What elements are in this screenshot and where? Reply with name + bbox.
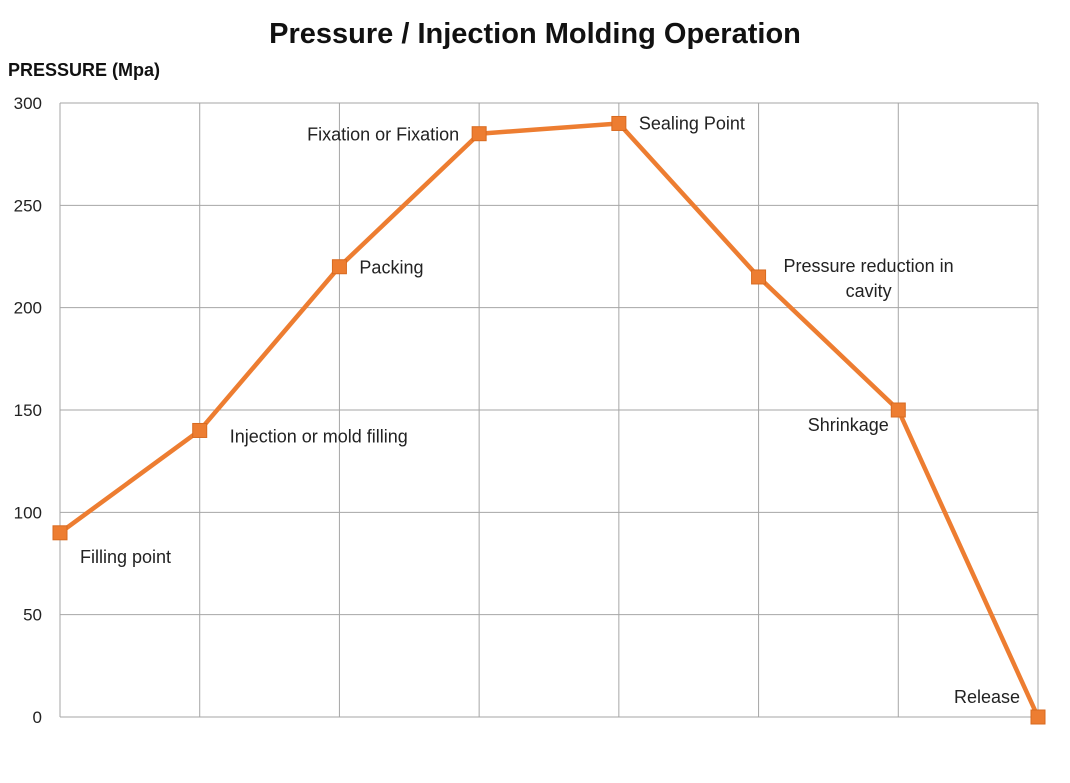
data-point-marker <box>751 269 767 285</box>
data-point-label: Sealing Point <box>639 113 745 133</box>
y-tick-label: 250 <box>14 196 42 215</box>
y-axis-label: PRESSURE (Mpa) <box>8 60 161 80</box>
series-line <box>58 121 1041 718</box>
y-tick-label: 200 <box>14 299 42 318</box>
data-point-marker <box>1030 709 1046 725</box>
y-tick-label: 150 <box>14 401 42 420</box>
chart-title: Pressure / Injection Molding Operation <box>269 18 801 50</box>
data-point-marker <box>890 402 906 418</box>
data-point-label: Fixation or Fixation <box>307 125 459 145</box>
data-point-marker <box>192 422 208 438</box>
data-point-marker <box>52 525 68 541</box>
data-point-marker <box>471 126 487 142</box>
data-point-label: Packing <box>359 258 423 278</box>
y-tick-label: 0 <box>33 708 42 727</box>
data-point-label: Shrinkage <box>808 415 889 435</box>
y-tick-label: 300 <box>14 94 42 113</box>
data-point-label: Filling point <box>80 547 171 567</box>
data-point-marker <box>611 115 627 131</box>
y-tick-label: 100 <box>14 503 42 522</box>
y-tick-label: 50 <box>23 606 42 625</box>
data-point-label: Injection or mold filling <box>230 426 408 446</box>
data-point-label: Release <box>954 687 1020 707</box>
data-point-label: Pressure reduction in cavity <box>784 256 954 301</box>
data-point-marker <box>331 259 347 275</box>
